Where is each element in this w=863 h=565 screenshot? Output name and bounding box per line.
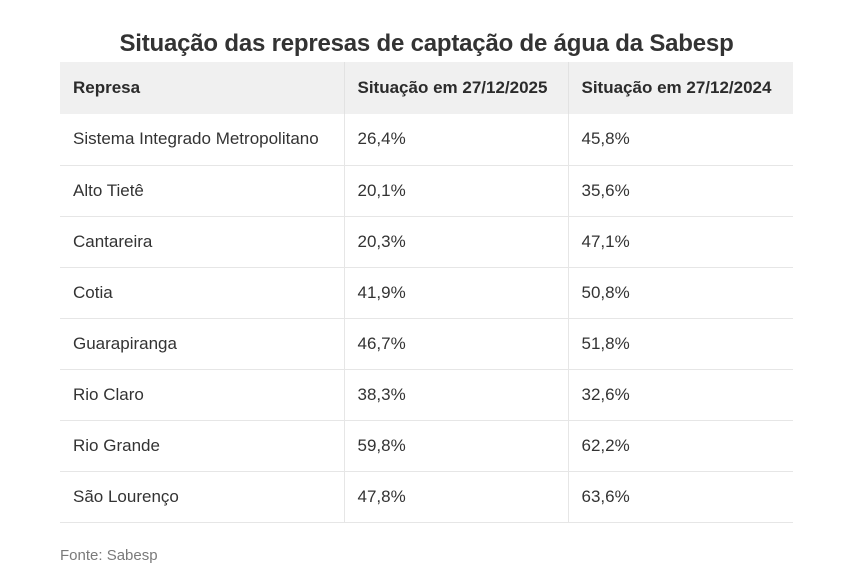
reservoir-name-cell: Rio Grande [60, 420, 344, 472]
table-row: Rio Grande 59,8% 62,2% [60, 420, 793, 472]
column-header-2024: Situação em 27/12/2024 [567, 62, 793, 114]
reservoir-name-cell: Rio Claro [60, 369, 344, 421]
table-row: Cotia 41,9% 50,8% [60, 267, 793, 319]
reservoir-table: Represa Situação em 27/12/2025 Situação … [60, 62, 793, 523]
table-body: Sistema Integrado Metropolitano 26,4% 45… [60, 114, 793, 523]
level-2025-cell: 26,4% [343, 114, 568, 166]
level-2025-cell: 46,7% [343, 318, 568, 370]
column-header-represa: Represa [60, 62, 344, 114]
reservoir-name-cell: São Lourenço [60, 471, 344, 523]
level-2024-cell: 63,6% [567, 471, 793, 523]
table-row: Alto Tietê 20,1% 35,6% [60, 165, 793, 217]
table-row: Cantareira 20,3% 47,1% [60, 216, 793, 268]
table-row: Sistema Integrado Metropolitano 26,4% 45… [60, 114, 793, 166]
table-header: Represa Situação em 27/12/2025 Situação … [60, 62, 793, 114]
source-note: Fonte: Sabesp [60, 547, 158, 564]
table-header-row: Represa Situação em 27/12/2025 Situação … [60, 62, 793, 114]
table-row: Guarapiranga 46,7% 51,8% [60, 318, 793, 370]
reservoir-name-cell: Guarapiranga [60, 318, 344, 370]
level-2024-cell: 62,2% [567, 420, 793, 472]
level-2025-cell: 20,3% [343, 216, 568, 268]
page-title: Situação das represas de captação de águ… [119, 30, 734, 57]
reservoir-name-cell: Cotia [60, 267, 344, 319]
table-row: Rio Claro 38,3% 32,6% [60, 369, 793, 421]
level-2025-cell: 38,3% [343, 369, 568, 421]
level-2025-cell: 20,1% [343, 165, 568, 217]
reservoir-name-cell: Alto Tietê [60, 165, 344, 217]
column-header-2025: Situação em 27/12/2025 [343, 62, 568, 114]
reservoir-name-cell: Cantareira [60, 216, 344, 268]
level-2024-cell: 45,8% [567, 114, 793, 166]
level-2025-cell: 59,8% [343, 420, 568, 472]
level-2024-cell: 51,8% [567, 318, 793, 370]
level-2024-cell: 47,1% [567, 216, 793, 268]
level-2024-cell: 35,6% [567, 165, 793, 217]
table-row: São Lourenço 47,8% 63,6% [60, 471, 793, 523]
level-2024-cell: 50,8% [567, 267, 793, 319]
reservoir-name-cell: Sistema Integrado Metropolitano [60, 114, 344, 166]
level-2024-cell: 32,6% [567, 369, 793, 421]
level-2025-cell: 47,8% [343, 471, 568, 523]
level-2025-cell: 41,9% [343, 267, 568, 319]
